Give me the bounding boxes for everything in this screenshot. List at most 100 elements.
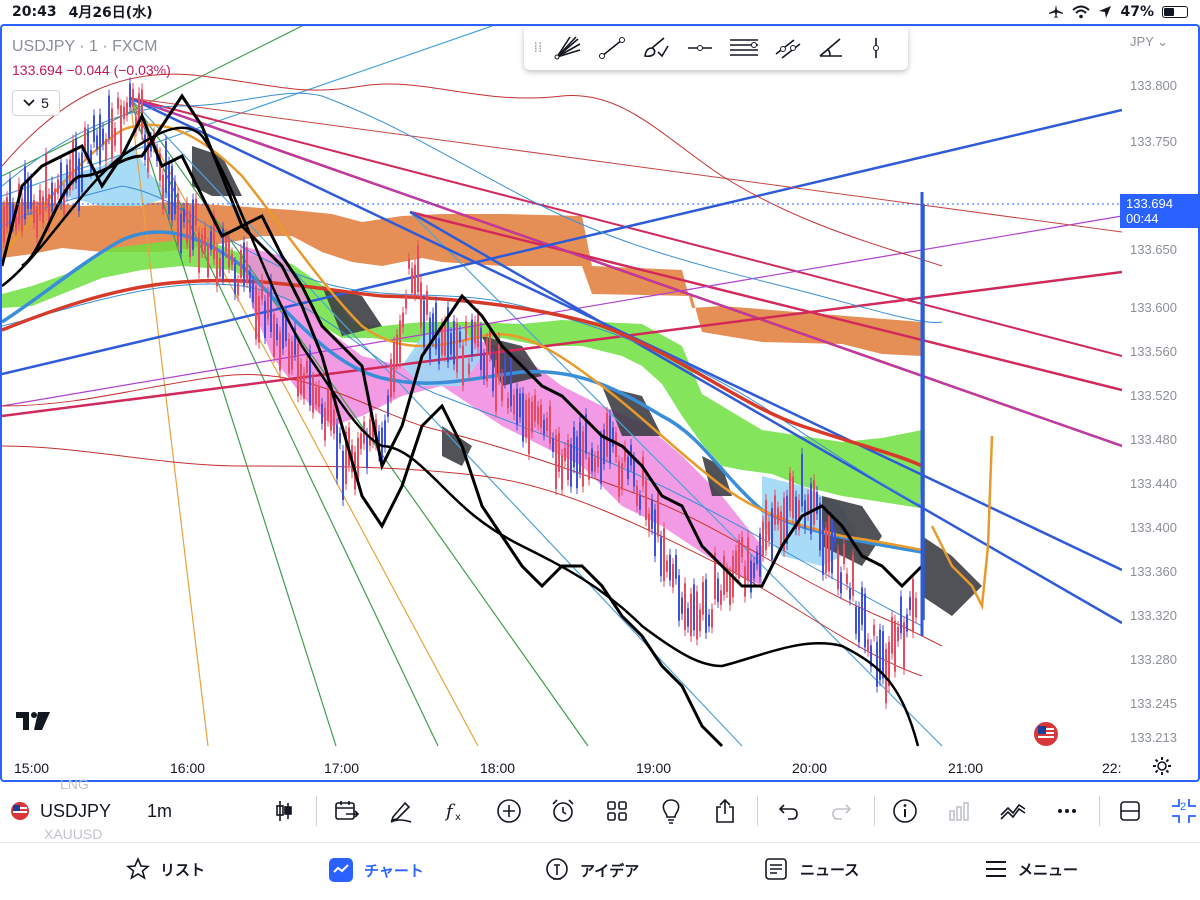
candle-body (270, 279, 272, 333)
candle-body (177, 192, 179, 246)
layout-button[interactable] (595, 789, 639, 833)
price-scale[interactable]: JPY ⌄ 133.694 00:44 133.800 133.750 133.65… (1120, 26, 1198, 754)
price-tick-label: 133.320 (1130, 608, 1177, 623)
chart-pane[interactable]: USDJPY · 1 · FXCM 133.694 −0.044 (−0.03%… (0, 24, 1200, 782)
currency-selector[interactable]: JPY ⌄ (1130, 34, 1168, 50)
candle-body (627, 456, 629, 480)
candle-body (45, 153, 47, 207)
candle-body (78, 158, 80, 212)
split-view-icon (1120, 801, 1140, 821)
drawings-button[interactable] (379, 789, 423, 833)
symbol-selector[interactable]: USDJPY (0, 801, 111, 822)
candle-body (3, 206, 5, 243)
candle-body (15, 216, 17, 230)
tab-chart[interactable]: チャート (328, 857, 424, 883)
candle-body (870, 645, 872, 667)
brush-tool-button[interactable] (636, 30, 676, 66)
parallel-channel-tool-button[interactable] (768, 30, 808, 66)
current-price-label: 133.694 00:44 (1120, 194, 1198, 228)
candle-body (93, 115, 95, 142)
symbol-name: USDJPY (40, 800, 112, 821)
candle-body (483, 354, 485, 379)
fib-retracement-tool-button[interactable] (724, 30, 764, 66)
symbol-legend[interactable]: USDJPY · 1 · FXCM (12, 38, 158, 55)
candle-body (57, 179, 59, 194)
candle-body (234, 263, 236, 295)
candle-body (465, 321, 467, 340)
candle-body (522, 393, 524, 442)
settings-gear-icon[interactable] (1152, 756, 1172, 776)
price-tick-label: 133.360 (1130, 564, 1177, 579)
candle-body (816, 492, 818, 514)
financials-button[interactable] (937, 789, 981, 833)
candle-body (798, 500, 800, 530)
more-button[interactable] (1045, 789, 1089, 833)
candle-body (21, 198, 23, 232)
tab-label: チャート (364, 861, 424, 880)
candle-body (900, 596, 902, 634)
candle-body (567, 439, 569, 481)
add-button[interactable] (487, 789, 531, 833)
trend-line-tool-button[interactable] (592, 30, 632, 66)
candle-body (864, 593, 866, 648)
price-chart[interactable] (2, 26, 1122, 754)
candle-body (243, 242, 245, 286)
drag-handle-icon[interactable]: ⁞⁞ (533, 40, 543, 56)
interval-selector[interactable]: 1m (147, 800, 173, 821)
candle-body (147, 133, 149, 173)
ideas-button[interactable] (649, 789, 693, 833)
candle-body (30, 179, 32, 209)
vertical-line-tool-button[interactable] (856, 30, 896, 66)
time-tick-label: 15:00 (14, 760, 50, 776)
time-scale[interactable]: 15:00 16:00 17:00 18:00 19:00 20:00 21:00 22: (2, 754, 1198, 780)
price-tick-label: 133.560 (1130, 344, 1177, 359)
tab-menu[interactable]: メニュー (984, 857, 1078, 881)
candle-body (360, 433, 362, 449)
candle-body (510, 358, 512, 407)
candle-body (621, 463, 623, 490)
us-flag-event-icon[interactable] (1034, 722, 1058, 746)
compare-button[interactable] (991, 789, 1035, 833)
candle-body (525, 399, 527, 438)
trend-angle-tool-button[interactable] (812, 30, 852, 66)
candle-body (594, 457, 596, 472)
tab-news[interactable]: ニュース (764, 857, 859, 881)
split-layout-button[interactable] (1108, 789, 1152, 833)
pitchfork-tool-button[interactable] (548, 30, 588, 66)
candle-body (690, 593, 692, 637)
info-button[interactable] (883, 789, 927, 833)
indicators-collapse-button[interactable]: 5 (12, 90, 60, 116)
candle-body (582, 431, 584, 487)
candle-body (291, 341, 293, 370)
multi-chart-button[interactable]: 2 (1162, 789, 1200, 833)
candle-body (72, 140, 74, 185)
candle-body (456, 323, 458, 373)
compare-date-button[interactable] (325, 789, 369, 833)
candle-body (915, 598, 917, 618)
tab-list[interactable]: リスト (126, 857, 205, 881)
candle-body (237, 280, 239, 296)
trend-line-icon (599, 37, 625, 59)
candle-body (645, 480, 647, 521)
candle-body (213, 215, 215, 260)
tab-ideas[interactable]: アイデア (544, 857, 639, 883)
chart-type-button[interactable] (262, 789, 306, 833)
candle-body (747, 537, 749, 581)
ghost-symbol-below: XAUUSD (44, 826, 103, 842)
candle-body (429, 317, 431, 360)
news-icon (765, 858, 787, 880)
candle-body (408, 258, 410, 269)
undo-button[interactable] (766, 789, 810, 833)
redo-button[interactable] (820, 789, 864, 833)
candle-body (300, 363, 302, 395)
candle-body (660, 536, 662, 577)
candle-body (24, 166, 26, 220)
alert-button[interactable] (541, 789, 585, 833)
candle-body (132, 89, 134, 107)
share-button[interactable] (703, 789, 747, 833)
candle-body (828, 515, 830, 572)
projection-line (930, 435, 994, 611)
candle-body (897, 626, 899, 641)
horizontal-ray-tool-button[interactable] (680, 30, 720, 66)
